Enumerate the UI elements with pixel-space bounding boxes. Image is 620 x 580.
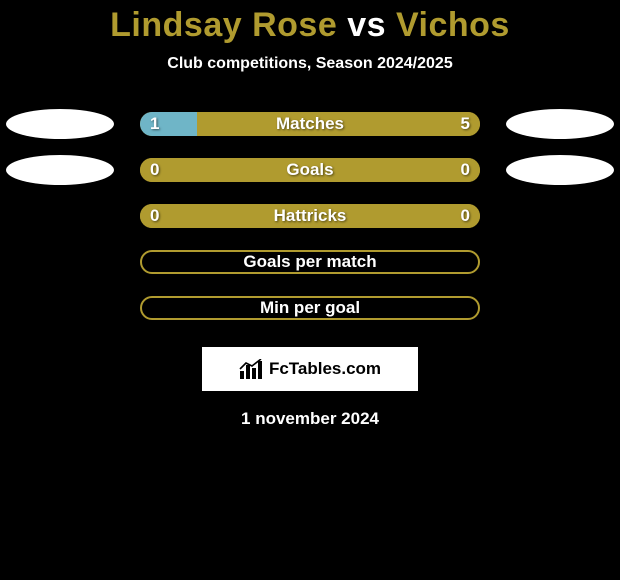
stat-bar: 1 Matches 5 [140,112,480,136]
stat-bar: 0 Hattricks 0 [140,204,480,228]
stat-row: Goals per match [0,239,620,285]
avatar-left [6,155,114,185]
avatar-right [506,155,614,185]
stat-value-right [458,252,478,272]
avatar-right [506,109,614,139]
logo: FcTables.com [239,359,381,379]
stat-value-right: 5 [451,112,480,136]
stat-bar: Min per goal [140,296,480,320]
stat-label: Goals per match [142,252,478,272]
page-title: Lindsay Rose vs Vichos [0,6,620,45]
stat-row: 1 Matches 5 [0,101,620,147]
stat-value-right: 0 [451,204,480,228]
bar-fill-right [197,112,480,136]
avatar-left [6,109,114,139]
date: 1 november 2024 [0,409,620,429]
bars-icon [239,359,265,379]
title-vs: vs [347,6,386,44]
infographic-container: Lindsay Rose vs Vichos Club competitions… [0,0,620,580]
title-player2: Vichos [396,6,510,44]
stat-value-right [458,298,478,318]
stat-value-left: 0 [140,158,169,182]
stat-value-left: 0 [140,204,169,228]
stat-bar: 0 Goals 0 [140,158,480,182]
logo-text: FcTables.com [269,359,381,379]
logo-box: FcTables.com [202,347,418,391]
bar-fill-right [140,204,480,228]
stat-row: 0 Hattricks 0 [0,193,620,239]
stat-value-left: 1 [140,112,169,136]
stat-bar: Goals per match [140,250,480,274]
stat-value-right: 0 [451,158,480,182]
stat-rows: 1 Matches 5 0 Goals 0 0 [0,101,620,331]
subtitle: Club competitions, Season 2024/2025 [0,55,620,73]
title-player1: Lindsay Rose [110,6,337,44]
stat-label: Min per goal [142,298,478,318]
stat-value-left [142,252,162,272]
stat-value-left [142,298,162,318]
stat-row: 0 Goals 0 [0,147,620,193]
stat-row: Min per goal [0,285,620,331]
bar-fill-right [140,158,480,182]
